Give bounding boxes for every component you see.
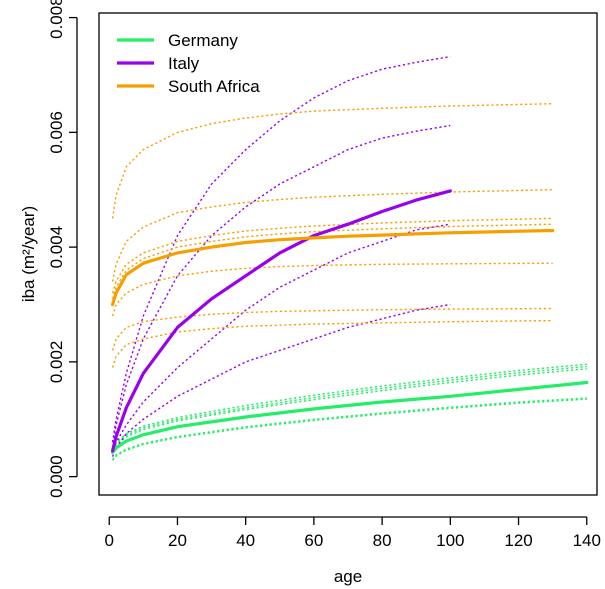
legend: Germany Italy South Africa [117, 31, 260, 96]
south-africa-sample-line-15 [111, 223, 553, 300]
legend-label-south-africa: South Africa [168, 77, 260, 96]
plot-frame [98, 12, 598, 496]
x-tick-label: 60 [304, 531, 323, 550]
x-tick-label: 0 [104, 531, 113, 550]
italy-sample-line-7 [111, 55, 451, 443]
south-africa-sample-line-13 [111, 189, 553, 282]
x-tick-label: 140 [573, 531, 601, 550]
x-tick-label: 100 [436, 531, 464, 550]
south-africa-sample-line-18 [111, 307, 553, 351]
south-africa-sample-line-17 [111, 262, 553, 317]
germany-sample-line-5 [112, 398, 587, 462]
y-tick-label: 0.000 [47, 455, 66, 498]
south-africa-sample-line-16 [111, 229, 553, 305]
germany-sample-line-2 [112, 365, 587, 450]
y-tick-label: 0.008 [47, 0, 66, 39]
germany-mean-line [111, 380, 589, 455]
south-africa-sample-line-14 [111, 217, 553, 294]
x-tick-label: 80 [373, 531, 392, 550]
italy-mean-line [111, 189, 452, 453]
south-africa-sample-line-19 [111, 319, 553, 368]
south-africa-sample-line-12 [111, 103, 553, 219]
x-tick-label: 40 [236, 531, 255, 550]
italy-sample-line-10 [111, 303, 451, 457]
y-axis-label: iba (m²/year) [19, 206, 38, 302]
italy-sample-line-9 [111, 223, 451, 454]
x-tick-label: 120 [504, 531, 532, 550]
y-tick-label: 0.004 [47, 226, 66, 269]
germany-sample-line-3 [112, 368, 587, 452]
x-axis-label: age [334, 567, 362, 586]
germany-sample-line-4 [112, 397, 587, 460]
y-tick-label: 0.006 [47, 111, 66, 154]
y-axis: 0.000 0.002 0.004 0.006 0.008 [47, 0, 78, 498]
x-tick-label: 20 [168, 531, 187, 550]
y-tick-label: 0.002 [47, 341, 66, 384]
legend-label-germany: Germany [168, 31, 238, 50]
south-africa-mean-line [111, 228, 555, 307]
series-lines [111, 55, 589, 462]
legend-label-italy: Italy [168, 54, 200, 73]
germany-sample-line-1 [112, 363, 587, 449]
x-axis: 0 20 40 60 80 100 120 140 [104, 516, 601, 550]
